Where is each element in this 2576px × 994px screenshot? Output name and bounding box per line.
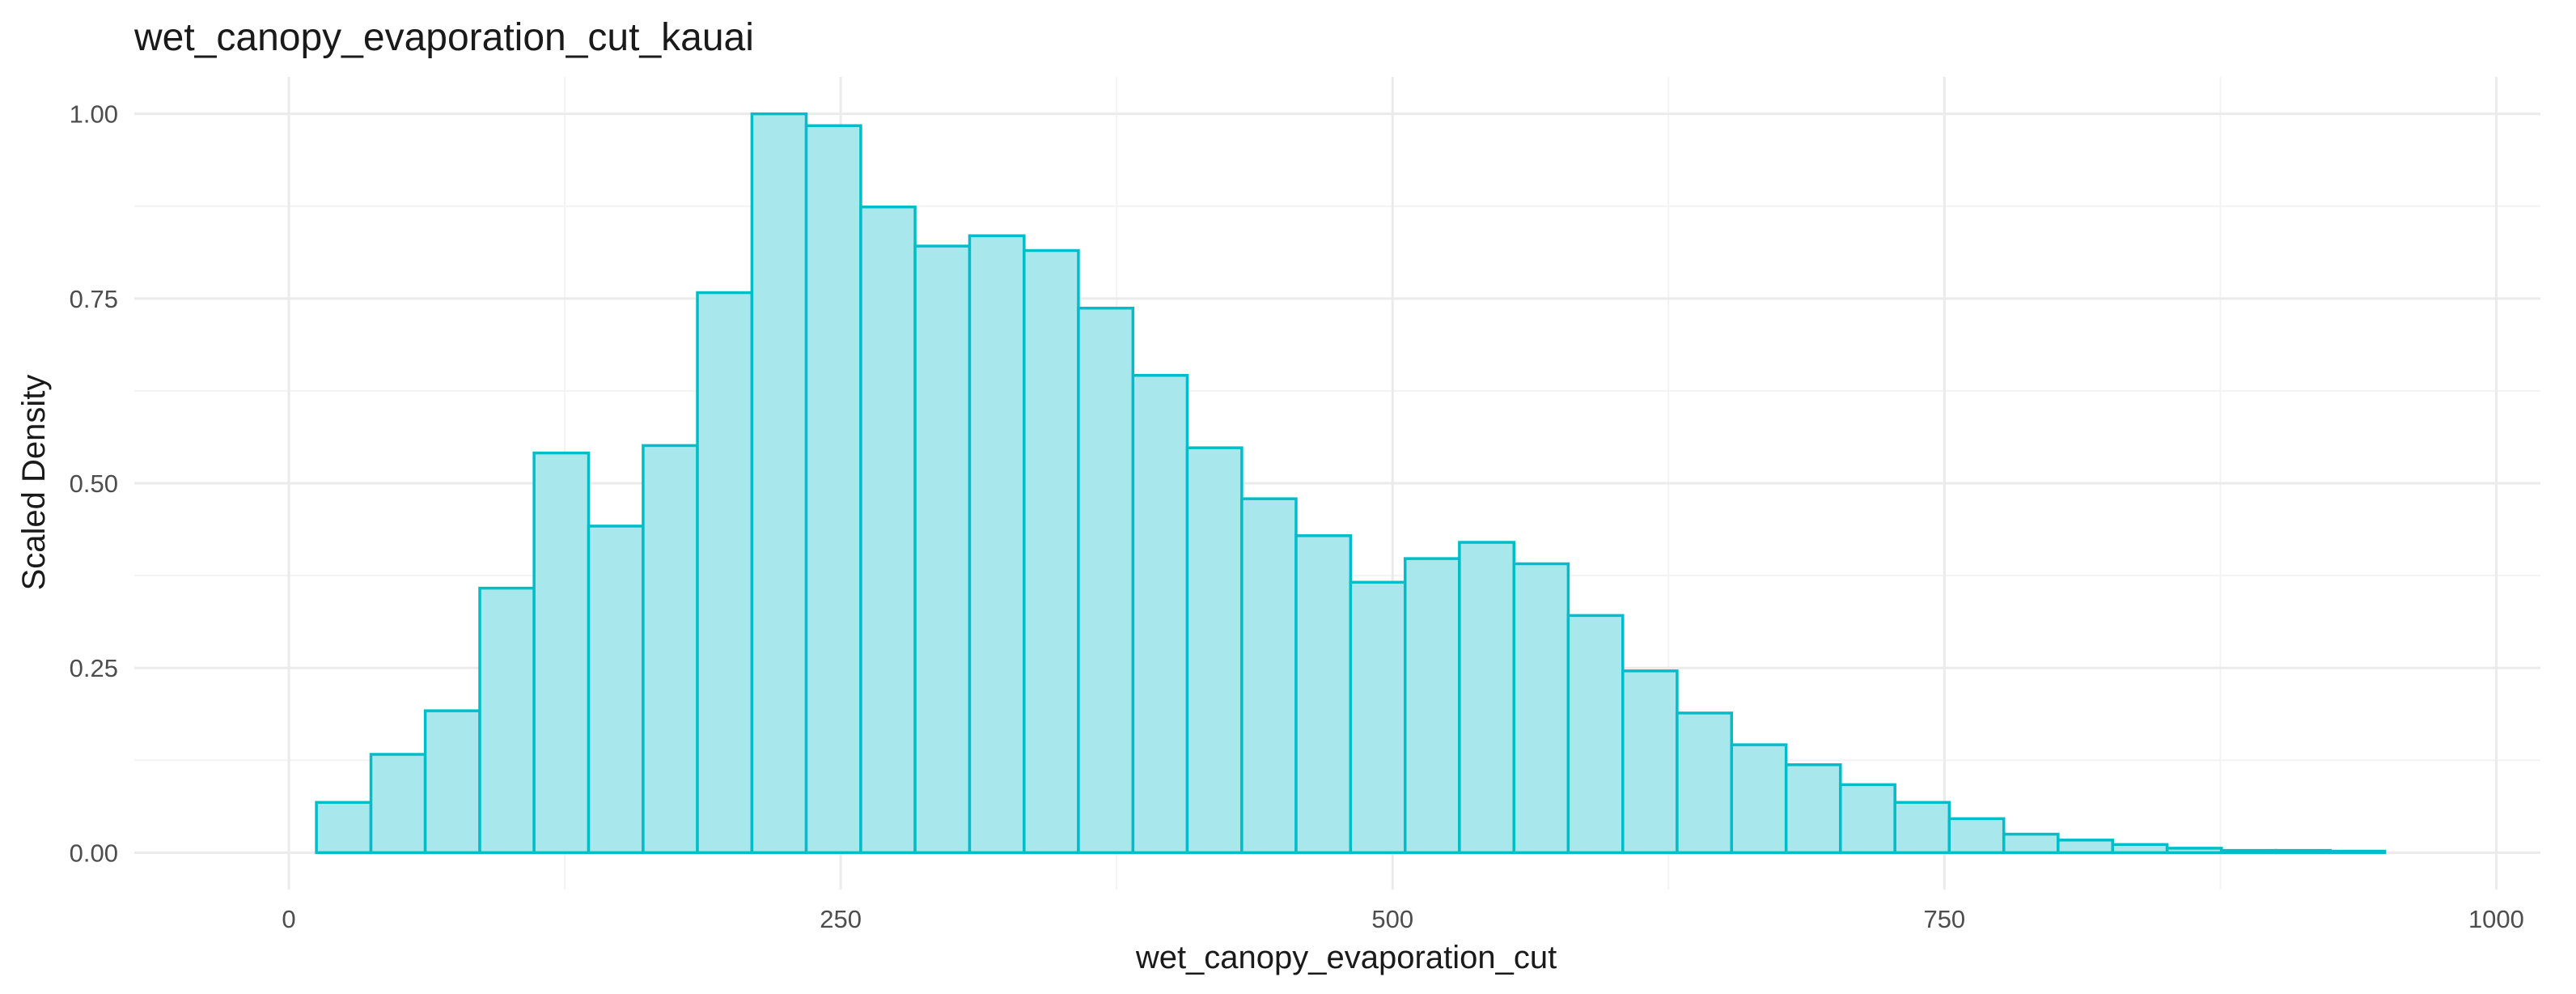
histogram-bar-7 bbox=[642, 444, 699, 855]
histogram-bar-2 bbox=[369, 753, 427, 855]
x-tick-label: 1000 bbox=[2468, 905, 2524, 933]
histogram-bar-31 bbox=[1947, 817, 2006, 855]
y-tick-label: 1.00 bbox=[70, 100, 118, 129]
histogram-bar-18 bbox=[1240, 497, 1298, 855]
histogram-bar-15 bbox=[1077, 306, 1135, 855]
histogram-bar-20 bbox=[1349, 580, 1407, 855]
histogram-bars bbox=[315, 112, 2387, 855]
histogram-bar-1 bbox=[315, 801, 373, 855]
histogram-bar-3 bbox=[423, 709, 481, 855]
histogram-bar-11 bbox=[859, 205, 917, 855]
x-tick-label: 250 bbox=[820, 905, 862, 933]
histogram-bar-38 bbox=[2328, 849, 2387, 855]
x-axis-tick-labels: 0 250 500 750 1000 bbox=[282, 905, 2524, 933]
histogram-bar-17 bbox=[1185, 446, 1244, 855]
histogram-bar-33 bbox=[2057, 839, 2114, 855]
histogram-bar-4 bbox=[478, 586, 536, 855]
histogram-bar-13 bbox=[968, 234, 1026, 855]
histogram-bar-23 bbox=[1512, 562, 1570, 855]
y-tick-label: 0.75 bbox=[70, 285, 118, 313]
histogram-bar-22 bbox=[1458, 541, 1516, 855]
histogram-bar-35 bbox=[2165, 847, 2223, 855]
histogram-bar-6 bbox=[587, 525, 645, 855]
histogram-bar-21 bbox=[1404, 557, 1461, 855]
histogram-bar-5 bbox=[532, 451, 591, 855]
x-tick-label: 750 bbox=[1923, 905, 1965, 933]
y-tick-label: 0.00 bbox=[70, 839, 118, 867]
y-axis-title: Scaled Density bbox=[16, 375, 52, 591]
histogram-bar-8 bbox=[696, 291, 754, 855]
histogram-bar-25 bbox=[1621, 669, 1679, 855]
histogram-bar-19 bbox=[1294, 534, 1353, 855]
x-tick-label: 500 bbox=[1371, 905, 1413, 933]
histogram-bar-37 bbox=[2274, 848, 2332, 855]
histogram-bar-16 bbox=[1131, 373, 1189, 855]
x-axis-title: wet_canopy_evaporation_cut bbox=[1135, 940, 1557, 975]
histogram-bar-26 bbox=[1676, 712, 1734, 855]
histogram-bar-10 bbox=[804, 124, 862, 855]
histogram-bar-24 bbox=[1566, 614, 1625, 855]
y-tick-label: 0.25 bbox=[70, 654, 118, 682]
y-axis-tick-labels: 0.00 0.25 0.50 0.75 1.00 bbox=[70, 100, 118, 868]
chart-title: wet_canopy_evaporation_cut_kauai bbox=[133, 16, 754, 59]
histogram-bar-36 bbox=[2219, 848, 2277, 855]
x-tick-label: 0 bbox=[282, 905, 295, 933]
histogram-bar-27 bbox=[1730, 743, 1788, 855]
histogram-bar-34 bbox=[2111, 843, 2169, 855]
histogram-bar-29 bbox=[1839, 783, 1896, 855]
histogram-bar-14 bbox=[1023, 248, 1080, 855]
y-tick-label: 0.50 bbox=[70, 469, 118, 498]
histogram-bar-32 bbox=[2002, 832, 2060, 855]
histogram-bar-30 bbox=[1893, 801, 1951, 855]
histogram-bar-9 bbox=[750, 112, 808, 855]
histogram-bar-28 bbox=[1784, 762, 1842, 855]
histogram-bar-12 bbox=[913, 244, 972, 855]
